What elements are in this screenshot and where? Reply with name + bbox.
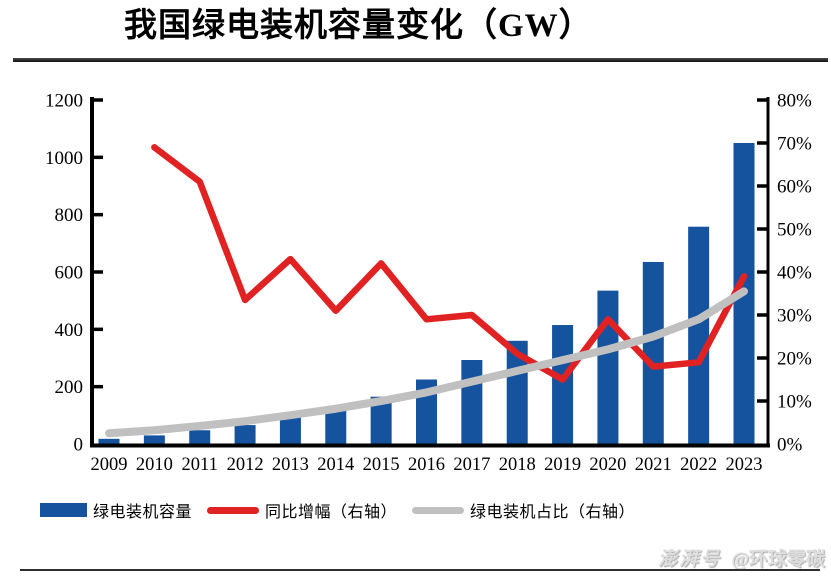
x-label-2022: 2022 <box>680 455 717 475</box>
x-label-2011: 2011 <box>182 455 218 475</box>
chart-legend: 绿电装机容量 同比增幅（右轴） 绿电装机占比（右轴） <box>40 499 635 521</box>
right-tick-label-20%: 20% <box>777 349 812 370</box>
legend-swatch-line-2 <box>412 506 465 514</box>
right-tick-label-0%: 0% <box>777 435 803 456</box>
bar-2012 <box>234 425 256 444</box>
x-label-2018: 2018 <box>499 455 536 475</box>
legend-swatch-bar-0 <box>40 503 87 517</box>
left-tick-label-200: 200 <box>55 377 84 398</box>
watermark: 澎湃号 @环球零碳 <box>658 544 825 571</box>
x-label-2016: 2016 <box>408 455 445 475</box>
x-label-2012: 2012 <box>227 455 264 475</box>
watermark-handle: @环球零碳 <box>731 549 825 570</box>
bar-2017 <box>461 360 483 444</box>
x-label-2020: 2020 <box>589 455 626 475</box>
x-label-2014: 2014 <box>317 455 354 475</box>
x-label-2023: 2023 <box>726 455 763 475</box>
legend-swatch-line-1 <box>207 506 260 514</box>
bar-2015 <box>370 396 392 444</box>
left-tick-label-1000: 1000 <box>45 148 83 169</box>
legend-item-1: 同比增幅（右轴） <box>207 498 397 522</box>
x-label-2013: 2013 <box>272 455 309 475</box>
bar-2022 <box>688 226 710 444</box>
bar-2021 <box>642 261 664 444</box>
x-label-2019: 2019 <box>544 455 581 475</box>
left-tick-label-0: 0 <box>74 435 84 456</box>
bar-2010 <box>143 435 165 444</box>
bottom-divider <box>20 569 820 571</box>
x-label-2015: 2015 <box>363 455 400 475</box>
bar-2011 <box>189 430 211 444</box>
right-tick-label-70%: 70% <box>777 134 812 155</box>
right-tick-label-40%: 40% <box>777 263 812 284</box>
right-tick-label-80%: 80% <box>777 91 812 112</box>
bar-2019 <box>552 325 574 444</box>
x-label-2010: 2010 <box>136 455 173 475</box>
right-tick-label-10%: 10% <box>777 392 812 413</box>
bar-2020 <box>597 290 619 444</box>
watermark-logo: 澎湃号 <box>658 549 722 570</box>
x-label-2009: 2009 <box>91 455 128 475</box>
chart-title: 我国绿电装机容量变化（GW） <box>124 8 593 44</box>
left-tick-label-800: 800 <box>55 205 84 226</box>
legend-label-0: 绿电装机容量 <box>93 504 193 521</box>
bar-2009 <box>98 438 120 444</box>
legend-item-0: 绿电装机容量 <box>40 498 192 522</box>
left-tick-label-400: 400 <box>55 320 84 341</box>
title-divider <box>13 58 828 62</box>
x-label-2017: 2017 <box>453 455 490 475</box>
x-label-2021: 2021 <box>635 455 672 475</box>
yoy-growth-line <box>151 144 748 383</box>
legend-item-2: 绿电装机占比（右轴） <box>412 498 635 522</box>
left-tick-label-1200: 1200 <box>45 91 83 112</box>
right-tick-label-60%: 60% <box>777 177 812 198</box>
right-tick-label-50%: 50% <box>777 220 812 241</box>
legend-label-2: 绿电装机占比（右轴） <box>470 504 636 521</box>
bar-2013 <box>279 416 301 444</box>
share-line <box>105 287 748 438</box>
left-tick-label-600: 600 <box>55 263 84 284</box>
legend-label-1: 同比增幅（右轴） <box>265 504 398 521</box>
right-tick-label-30%: 30% <box>777 306 812 327</box>
bar-2014 <box>325 408 347 444</box>
